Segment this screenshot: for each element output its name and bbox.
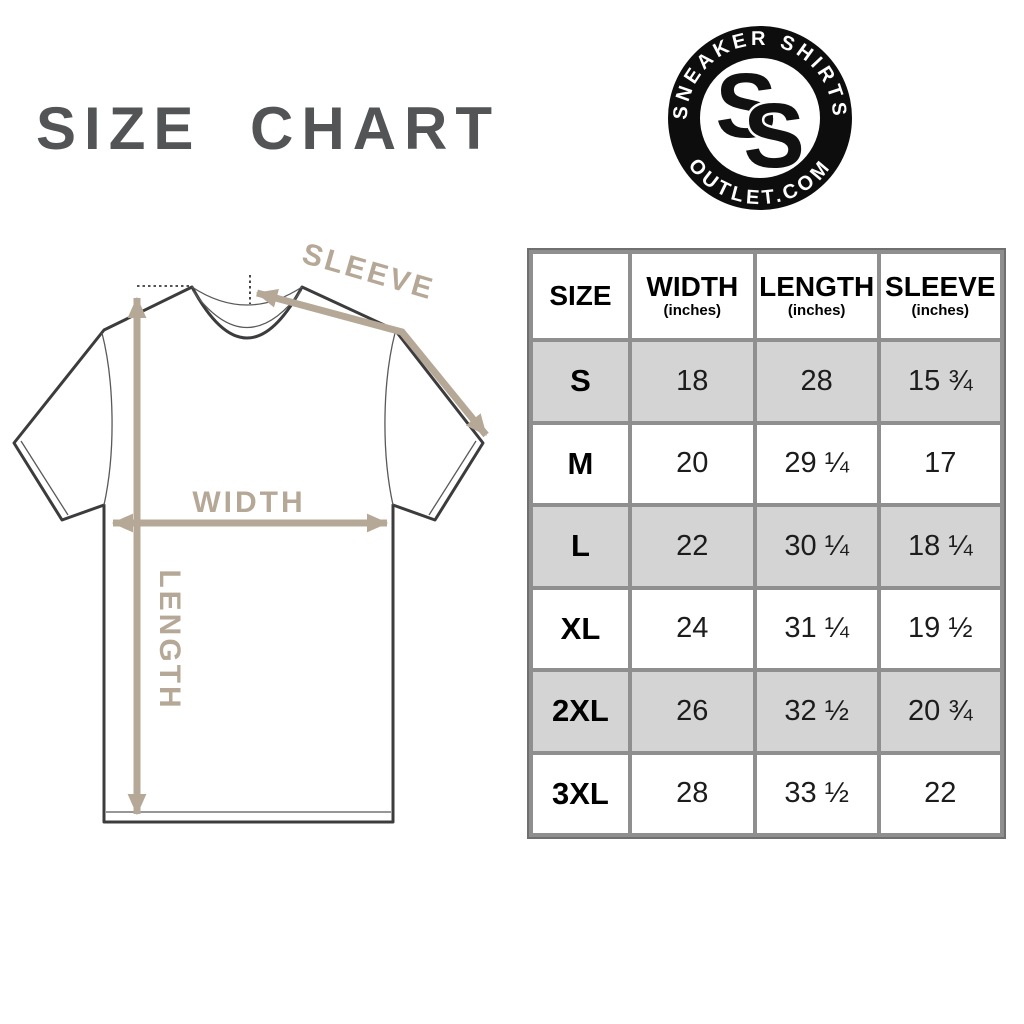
logo-ss-monogram: S S [713,53,807,190]
size-table: SIZE WIDTH (inches) LENGTH (inches) SLEEVE… [529,250,1005,837]
table-row: 3XL 28 33 ½ 22 [529,750,1005,837]
right-cuff-seam [428,440,477,516]
length-value-cell: 32 ½ [752,668,881,755]
column-header-size: SIZE [529,250,632,342]
width-value-cell: 18 [627,338,757,425]
size-cell: 2XL [529,668,632,755]
length-value-cell: 29 ¼ [752,420,881,507]
length-value-cell: 28 [752,338,881,425]
table-row: L 22 30 ¼ 18 ¼ [529,503,1005,590]
table-row: S 18 28 15 ¾ [529,338,1005,425]
table-row: 2XL 26 32 ½ 20 ¾ [529,668,1005,755]
length-value-cell: 33 ½ [752,750,881,837]
left-cuff-seam [20,440,69,516]
table-row: M 20 29 ¼ 17 [529,420,1005,507]
sleeve-arrow [255,289,489,438]
sleeve-value-cell: 22 [876,750,1005,837]
sleeve-value-cell: 18 ¼ [876,503,1005,590]
column-header-width: WIDTH (inches) [627,250,757,342]
column-header-sleeve: SLEEVE (inches) [876,250,1005,342]
width-label: WIDTH [192,486,305,519]
sleeve-value-cell: 17 [876,420,1005,507]
table-row: XL 24 31 ¼ 19 ½ [529,585,1005,672]
width-value-cell: 24 [627,585,757,672]
monogram-s2: S [743,85,804,187]
sleeve-value-cell: 15 ¾ [876,338,1005,425]
sleeve-value-cell: 20 ¾ [876,668,1005,755]
size-cell: XL [529,585,632,672]
size-cell: 3XL [529,750,632,837]
tshirt-diagram: WIDTH LENGTH SLEEVE [12,240,489,824]
monogram-s1: S [715,55,776,157]
page-title: SIZE CHART [36,95,500,162]
size-table-container: SIZE WIDTH (inches) LENGTH (inches) SLEEVE… [527,248,1006,839]
size-cell: L [529,503,632,590]
length-value-cell: 31 ¼ [752,585,881,672]
logo-inner-circle [700,58,820,178]
column-header-length: LENGTH (inches) [752,250,881,342]
width-value-cell: 26 [627,668,757,755]
table-header-row: SIZE WIDTH (inches) LENGTH (inches) SLEEVE… [529,250,1005,342]
width-value-cell: 22 [627,503,757,590]
size-cell: M [529,420,632,507]
length-value-cell: 30 ¼ [752,503,881,590]
size-table-body: S 18 28 15 ¾ M 20 29 ¼ 17 L 22 30 ¼ 18 ¼ XL 24 31 ¼ 19 … [529,338,1005,837]
sleeve-value-cell: 19 ½ [876,585,1005,672]
size-cell: S [529,338,632,425]
tshirt-outline [12,285,485,824]
left-armhole-seam [101,332,113,506]
brand-logo: SNEAKER SHIRTS OUTLET.COM S S [668,26,852,210]
length-label: LENGTH [153,569,186,710]
width-value-cell: 20 [627,420,757,507]
width-value-cell: 28 [627,750,757,837]
